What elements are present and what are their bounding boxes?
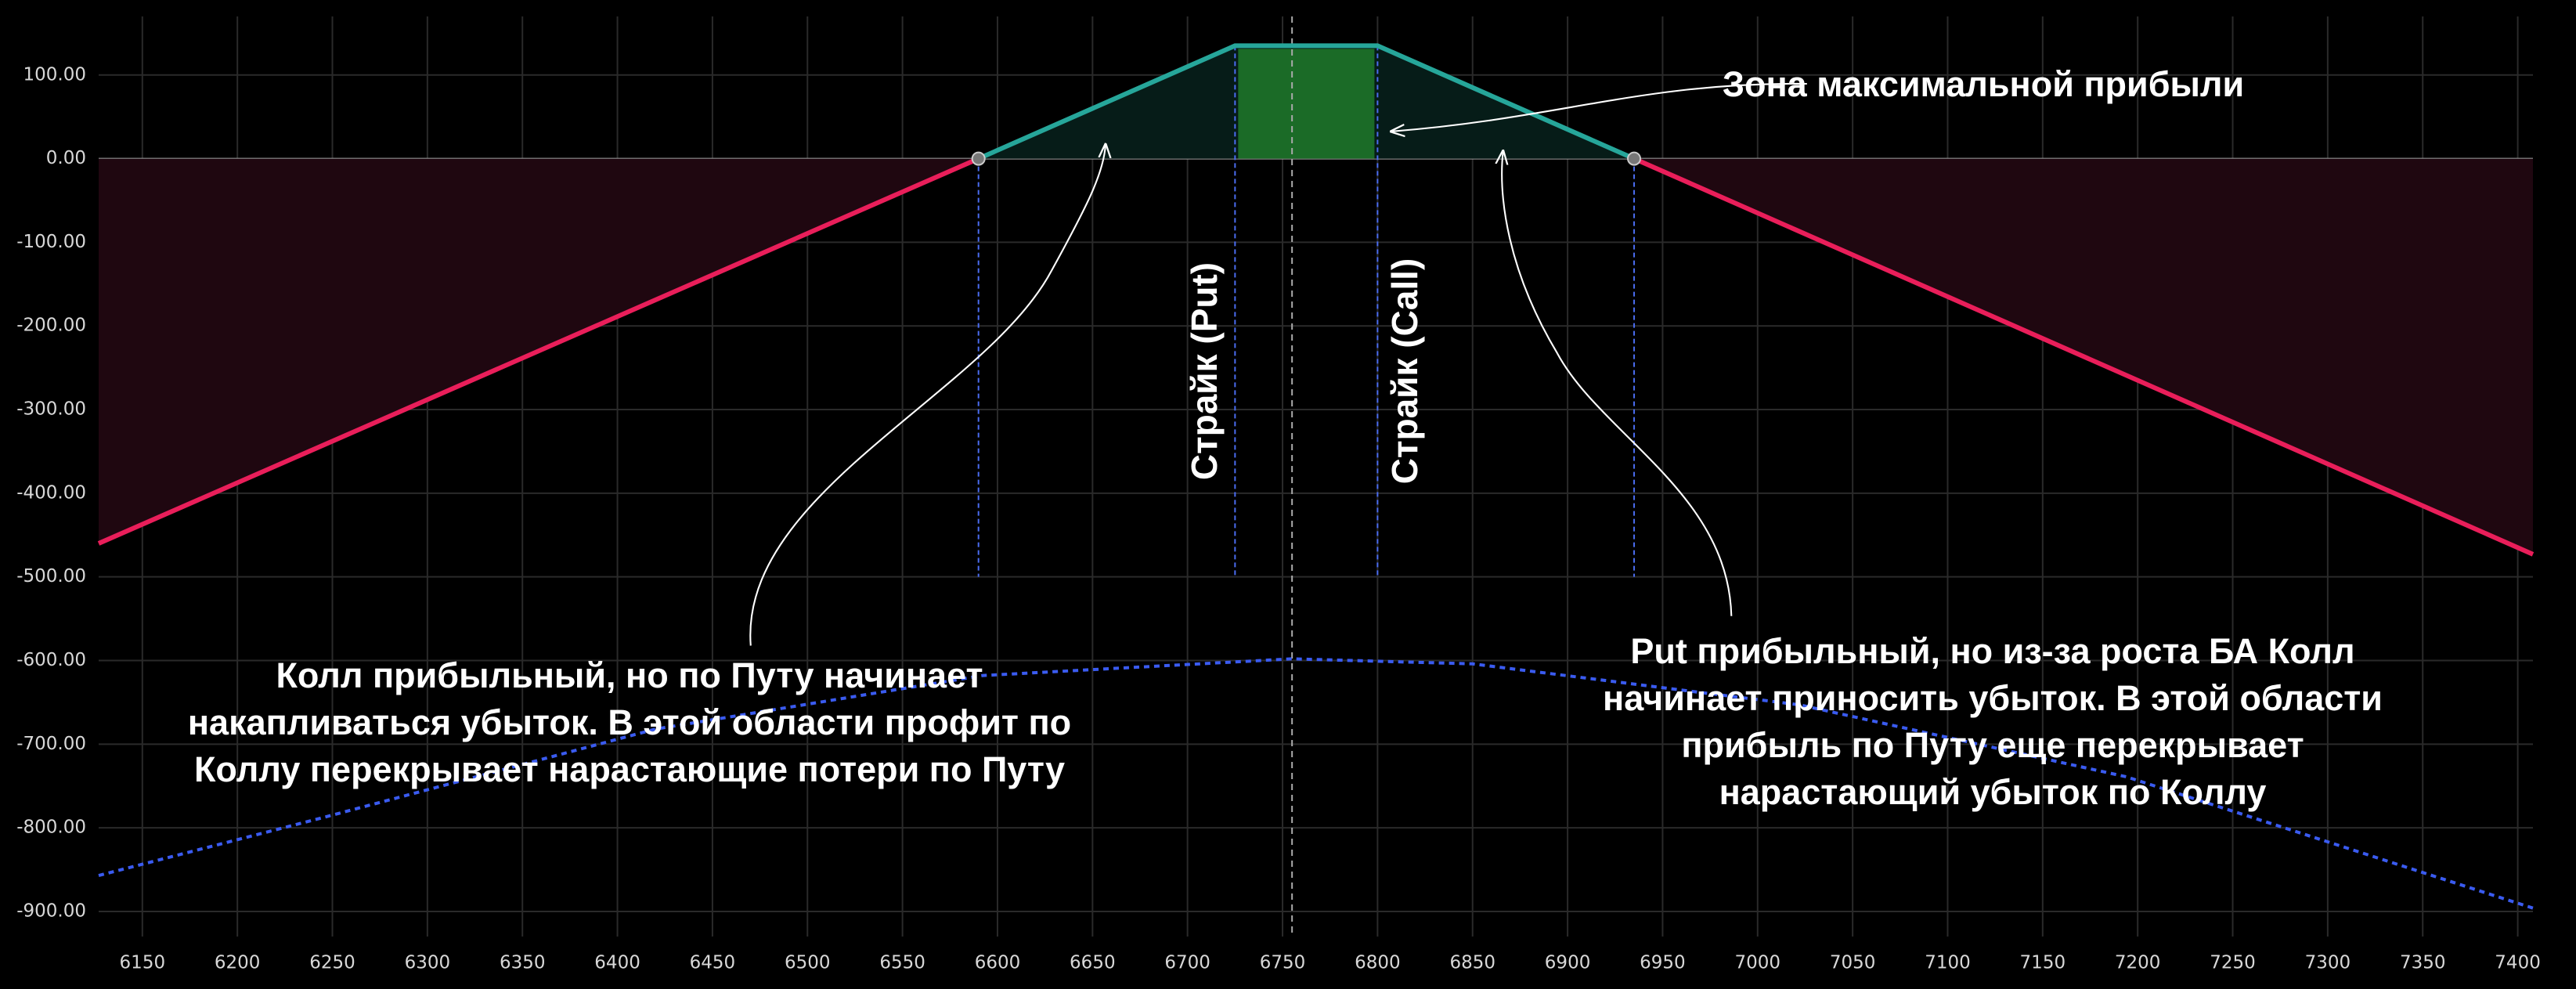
x-tick-label: 7150 [2020,953,2066,973]
x-tick-label: 6450 [690,953,736,973]
arrows [749,82,1807,646]
annotation: начинает приносить убыток. В этой област… [1603,678,2383,718]
x-tick-label: 7400 [2495,953,2541,973]
annotation: накапливаться убыток. В этой области про… [188,702,1071,742]
payoff-line-profit [972,43,1640,159]
max-profit-zone [1238,49,1375,159]
annotation: Страйк (Call) [1384,258,1425,485]
x-tick-label: 6900 [1545,953,1591,973]
annotation: Put прибыльный, но из-за роста БА Колл [1630,631,2354,671]
annotation: прибыль по Путу еще перекрывает [1681,725,2304,765]
x-tick-label: 6750 [1260,953,1306,973]
breakeven-point [971,151,986,166]
annotation: нарастающий убыток по Коллу [1719,772,2267,812]
loss-area [99,158,2533,554]
left-note: Колл прибыльный, но по Путу начинает нак… [188,655,1071,789]
ticks: 6150 6200 6250 6300 6350 6400 6450 6500 6550 6600… [16,64,2541,973]
y-tick-label: 100.00 [23,64,86,85]
x-tick-label: 6250 [309,953,355,973]
payoff-line-loss [97,158,2535,557]
arrow [1391,82,1807,132]
x-tick-label: 6700 [1164,953,1210,973]
x-tick-label: 6400 [594,953,640,973]
arrow [749,145,1106,646]
x-tick-label: 6300 [405,953,451,973]
x-tick-label: 6550 [879,953,925,973]
y-tick-label: -700.00 [16,734,86,754]
y-tick-label: -900.00 [16,901,86,921]
y-tick-label: -800.00 [16,818,86,838]
x-tick-label: 6350 [500,953,546,973]
y-tick-label: -600.00 [16,650,86,670]
x-tick-label: 6600 [975,953,1021,973]
x-tick-label: 7100 [1925,953,1971,973]
arrow [1502,151,1733,616]
x-tick-label: 6800 [1355,953,1401,973]
y-tick-label: -500.00 [16,566,86,587]
x-tick-label: 6950 [1640,953,1686,973]
areas [99,45,2533,554]
y-tick-label: -200.00 [16,316,86,336]
x-tick-label: 6150 [120,953,166,973]
x-tick-label: 6500 [785,953,831,973]
lines [97,16,2535,937]
line [98,657,2534,910]
x-tick-label: 7250 [2210,953,2256,973]
annotation: Колл прибыльный, но по Путу начинает [276,655,983,695]
breakeven-point [1627,151,1642,166]
x-tick-label: 6200 [215,953,261,973]
x-tick-label: 6650 [1070,953,1116,973]
y-tick-label: -400.00 [16,482,86,503]
x-tick-label: 7050 [1830,953,1876,973]
x-tick-label: 6850 [1449,953,1495,973]
annotation: Коллу перекрывает нарастающие потери по … [194,749,1065,789]
x-tick-label: 7350 [2400,953,2446,973]
x-tick-label: 7200 [2115,953,2161,973]
annotation: Страйк (Put) [1184,262,1225,480]
right-note: Put прибыльный, но из-за роста БА Колл н… [1603,631,2383,812]
y-tick-label: -100.00 [16,232,86,252]
annotation: Зона максимальной прибыли [1723,64,2244,104]
x-tick-label: 7300 [2305,953,2351,973]
y-tick-label: 0.00 [46,148,86,168]
x-tick-label: 7000 [1735,953,1781,973]
y-tick-label: -300.00 [16,399,86,420]
